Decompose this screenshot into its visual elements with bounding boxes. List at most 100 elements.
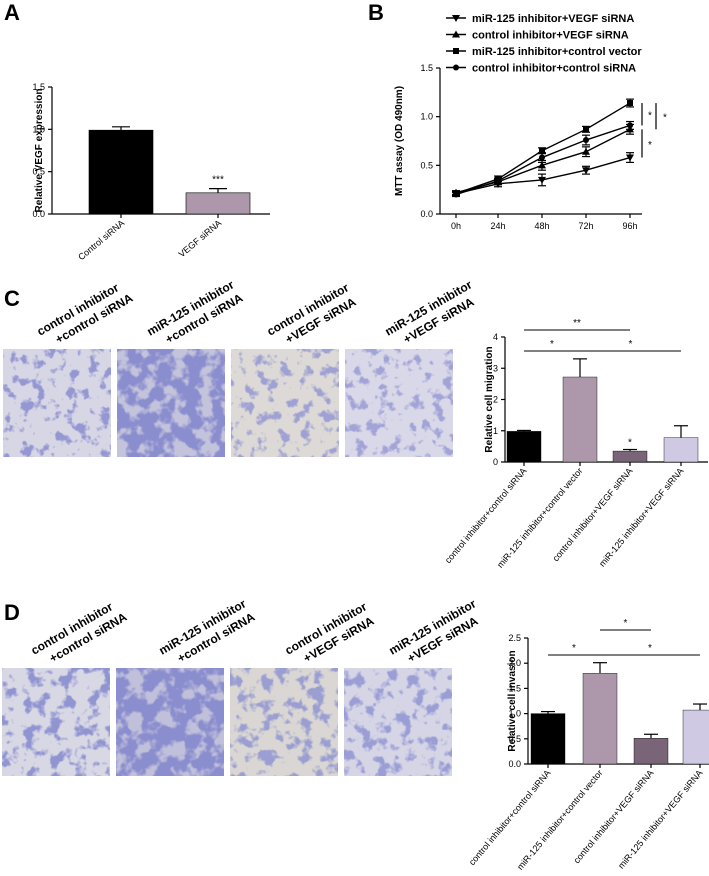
x-tick-label: 72h [578,221,593,231]
significance-mark: * [648,111,652,122]
y-tick-label: 1.0 [508,709,521,719]
bar [682,709,709,765]
data-point [582,147,590,155]
stain-c4 [345,349,453,457]
data-point [453,191,459,198]
significance-mark: * [550,339,554,350]
y-tick-label: 3 [493,363,498,373]
bar [663,437,699,463]
image-label: miR-125 inhibitor+VEGF siRNA [383,277,477,346]
significance-mark: * [629,339,633,350]
y-tick-label: 0.0 [420,209,433,219]
data-point [539,147,545,154]
y-tick-label: 2.5 [508,633,521,643]
y-tick-label: 1.0 [32,124,45,134]
significance-mark: *** [212,175,224,186]
significance-mark: * [663,113,667,124]
data-point [583,137,589,144]
bar [562,376,598,463]
y-tick-label: 2.0 [508,658,521,668]
x-tick-label: control inhibitor+control siRNA [467,768,553,867]
x-tick-label: Control siRNA [76,218,126,262]
data-point [539,154,545,161]
stain-c3 [231,349,339,457]
legend-entry: control inhibitor+VEGF siRNA [472,30,629,42]
stain-d2 [116,668,224,776]
data-point [626,154,634,162]
significance-mark: ** [573,318,581,329]
y-axis-label: Relative cell invasion [507,650,518,751]
panel-label-a: A [4,0,20,25]
y-tick-label: 2 [493,395,498,405]
y-tick-label: 1.5 [32,82,45,92]
x-tick-label: 0h [451,221,461,231]
image-label: control inhibitor+VEGF siRNA [265,280,359,346]
data-point [452,30,460,38]
y-tick-label: 0 [493,457,498,467]
x-tick-label: control inhibitor+VEGF siRNA [551,466,635,563]
stain-c1 [3,349,111,457]
panel-label-b: B [368,0,384,25]
bar [582,673,618,765]
bar [633,738,669,765]
panel-label-d: D [4,600,20,625]
image-label: control inhibitor+VEGF siRNA [283,599,377,665]
y-tick-label: 4 [493,332,498,342]
y-tick-label: 1 [493,426,498,436]
y-tick-label: 1.0 [420,112,433,122]
invasion-images [2,668,452,776]
x-tick-label: 48h [534,221,549,231]
stain-c2 [117,349,225,457]
stain-d4 [344,668,452,776]
bar [530,713,566,765]
y-axis-label: Relative cell migration [484,346,495,452]
y-tick-label: 0.5 [32,167,45,177]
significance-mark: * [572,643,576,654]
legend-entry: control inhibitor+control siRNA [472,63,636,75]
y-tick-label: 0.0 [508,759,521,769]
x-tick-label: 24h [490,221,505,231]
x-tick-label: 96h [622,221,637,231]
stain-d1 [2,668,110,776]
significance-mark: * [648,140,652,151]
x-tick-label: miR-125 inhibitor+control vector [515,768,604,872]
y-tick-label: 0.5 [420,160,433,170]
y-tick-label: 1.5 [508,683,521,693]
data-point [538,161,546,169]
y-tick-label: 0.0 [32,209,45,219]
panel-label-c: C [4,286,20,311]
x-tick-label: miR-125 inhibitor+VEGF siRNA [597,466,686,569]
y-tick-label: 0.5 [508,734,521,744]
chart-b-mtt-assay: 0.0 0.5 1.0 1.5 MTT assay (OD 490nm) 0h 24h 48h… [394,13,667,231]
significance-mark: * [628,438,632,449]
significance-mark: * [648,643,652,654]
data-point [453,48,459,54]
data-point [453,64,459,71]
bar [88,129,154,215]
data-point [583,126,589,133]
image-label: control inhibitor+control siRNA [29,599,130,665]
y-tick-label: 1.5 [420,63,433,73]
bar [612,450,648,463]
y-axis-label: Relative VEGF expression [34,89,45,213]
stain-d3 [230,668,338,776]
data-point [627,100,633,107]
legend-entry: miR-125 inhibitor+control vector [472,46,642,58]
data-point [538,176,546,184]
bar [506,431,542,463]
y-axis-label: MTT assay (OD 490nm) [394,86,405,196]
legend-entry: miR-125 inhibitor+VEGF siRNA [472,13,634,25]
invasion-image-labels: control inhibitor+control siRNA miR-125 i… [29,596,481,665]
image-label: miR-125 inhibitor+control siRNA [145,277,246,346]
image-label: miR-125 inhibitor+VEGF siRNA [387,596,481,665]
chart-c-cell-migration: 0 1 2 3 4 Relative cell migration control inhi… [443,318,708,570]
bar [185,192,251,215]
data-point [495,177,501,184]
image-label: control inhibitor+control siRNA [35,280,136,346]
migration-image-labels: control inhibitor+control siRNA miR-125 i… [35,277,477,346]
chart-d-cell-invasion: 0.0 0.5 1.0 1.5 2.0 2.5 Relative cell invasion… [467,618,709,872]
x-tick-label: miR-125 inhibitor+VEGF siRNA [616,768,705,871]
significance-mark: * [624,618,628,629]
